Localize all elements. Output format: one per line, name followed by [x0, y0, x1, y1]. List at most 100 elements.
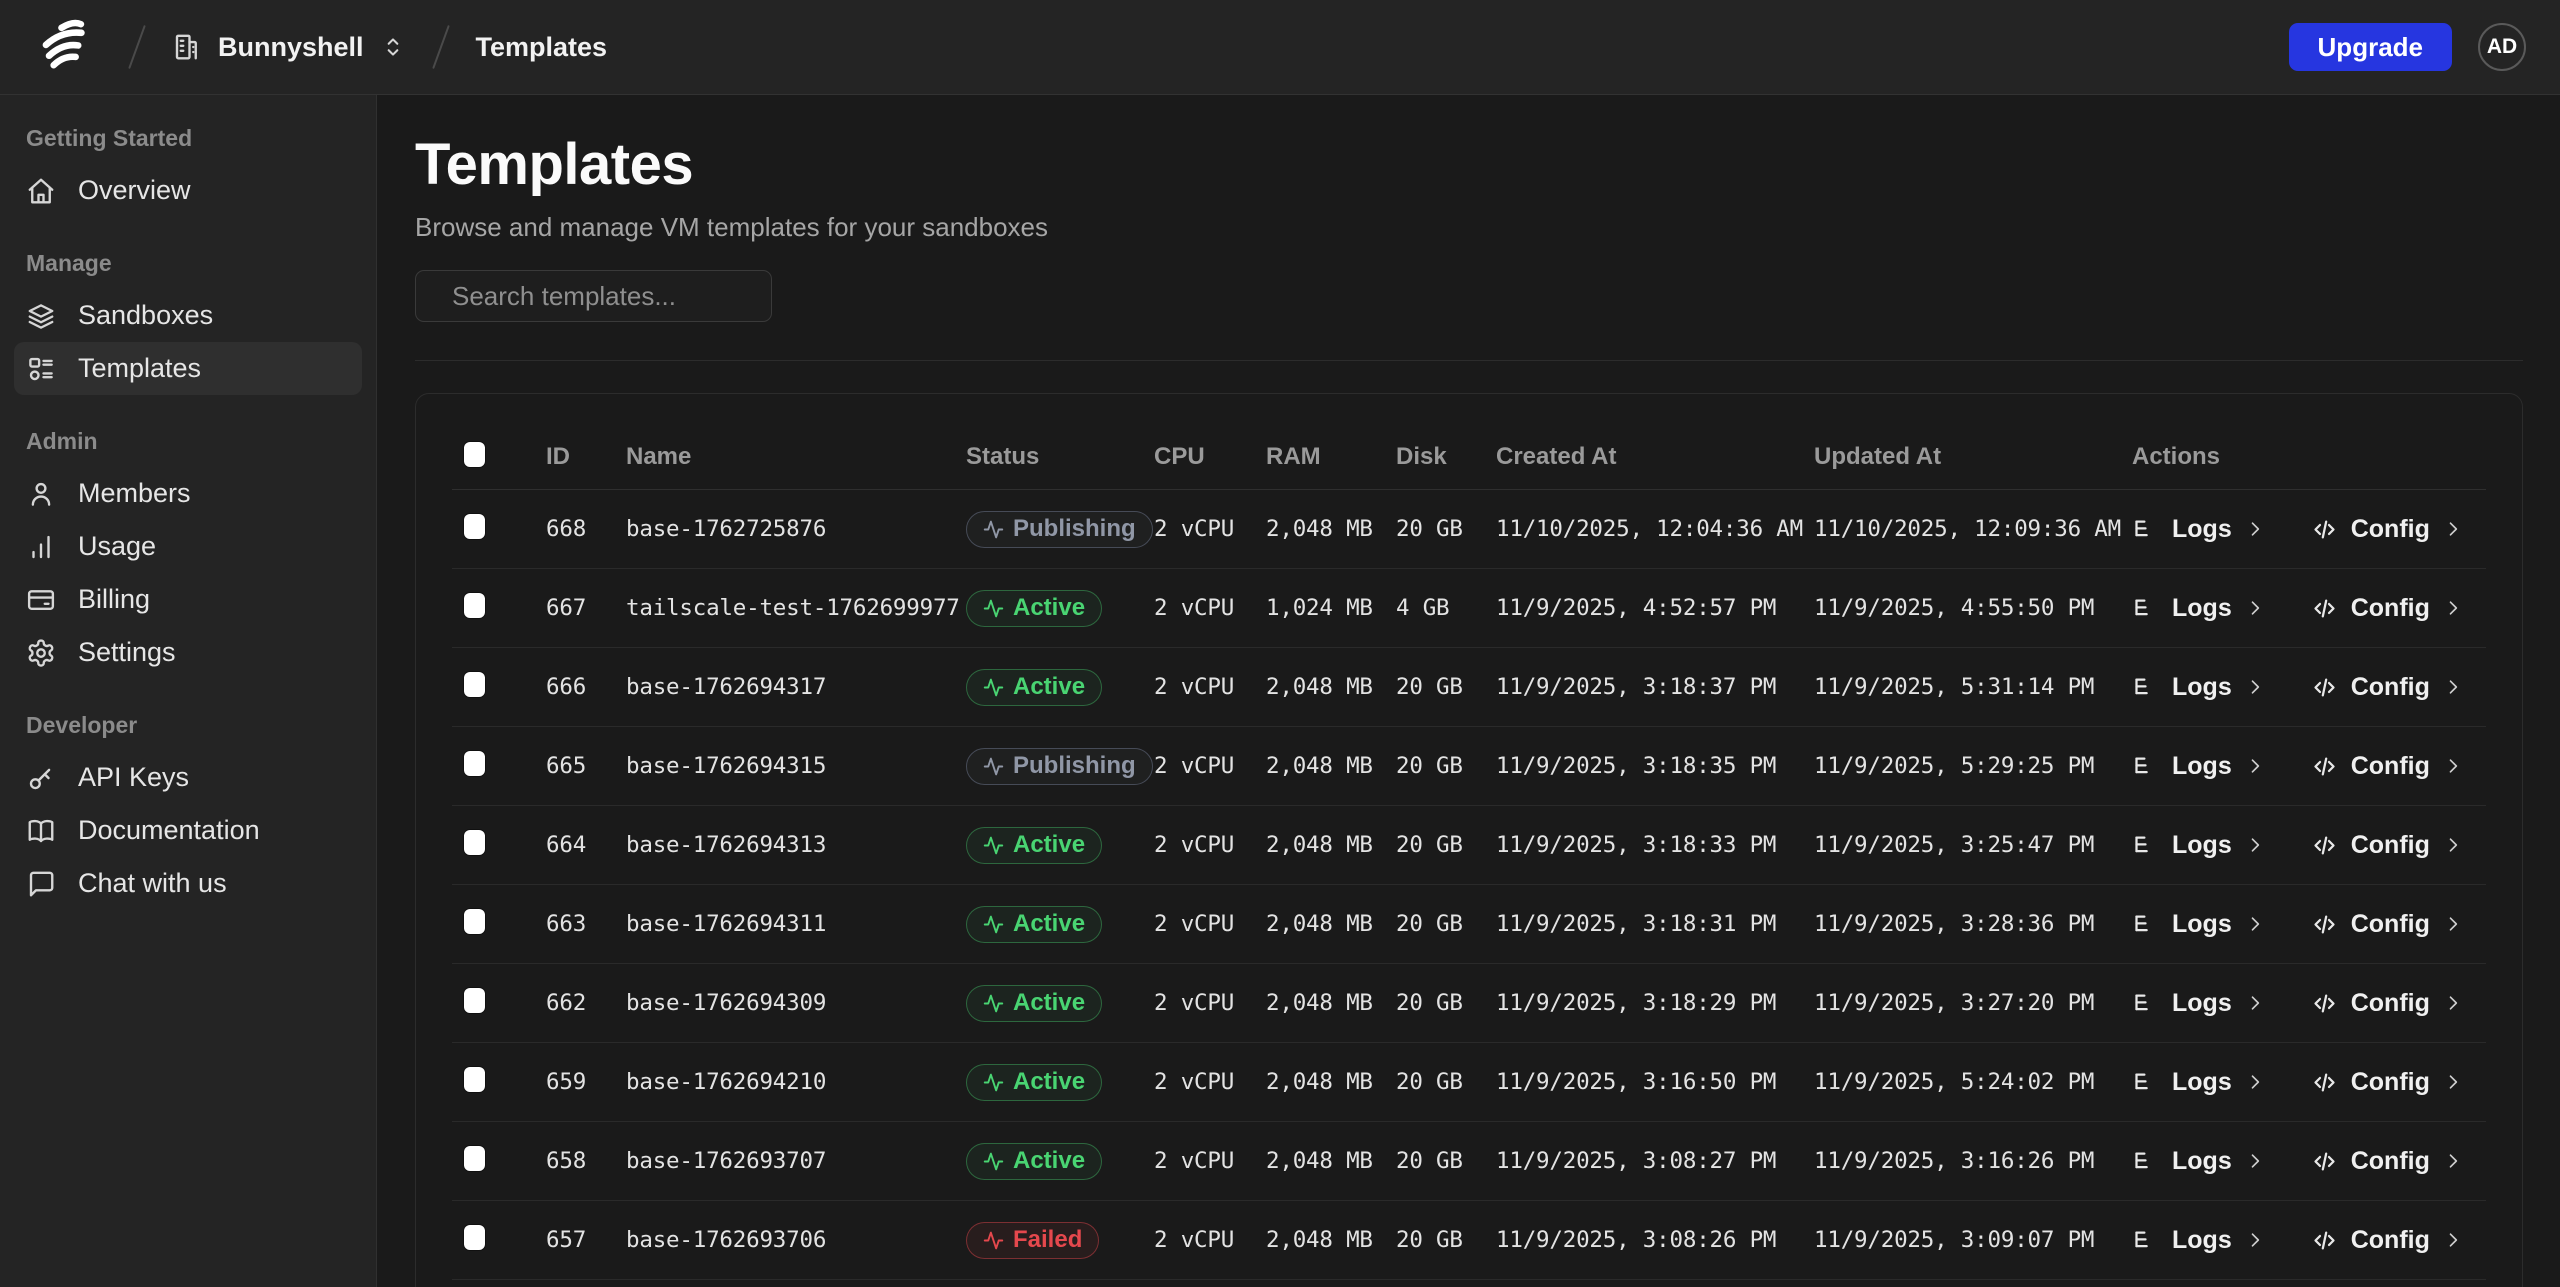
sidebar-item-chat[interactable]: Chat with us	[14, 857, 362, 910]
cpu-value: 2 vCPU	[1154, 595, 1266, 621]
sidebar-item-usage[interactable]: Usage	[14, 520, 362, 573]
ram-value: 1,024 MB	[1266, 595, 1396, 621]
logs-button[interactable]: Logs	[2132, 752, 2265, 781]
org-switcher[interactable]: Bunnyshell	[172, 32, 406, 63]
logs-button[interactable]: Logs	[2132, 515, 2265, 544]
chevron-right-icon	[2443, 756, 2463, 776]
config-button[interactable]: Config	[2311, 752, 2463, 781]
cpu-value: 2 vCPU	[1154, 832, 1266, 858]
template-name: tailscale-test-1762699977	[626, 595, 966, 621]
row-checkbox[interactable]	[464, 830, 485, 855]
row-checkbox[interactable]	[464, 1225, 485, 1250]
code-icon	[2311, 753, 2338, 780]
logs-button[interactable]: Logs	[2132, 989, 2265, 1018]
template-id: 664	[546, 832, 626, 858]
logs-button[interactable]: Logs	[2132, 831, 2265, 860]
row-checkbox[interactable]	[464, 514, 485, 539]
row-actions: Logs Config	[2132, 1147, 2486, 1176]
created-at: 11/9/2025, 3:18:33 PM	[1496, 832, 1814, 858]
ram-value: 2,048 MB	[1266, 1069, 1396, 1095]
logs-button[interactable]: Logs	[2132, 1226, 2265, 1255]
select-all-checkbox[interactable]	[464, 442, 485, 467]
logs-button[interactable]: Logs	[2132, 1068, 2265, 1097]
status-label: Active	[1013, 594, 1085, 622]
main-content: Templates Browse and manage VM templates…	[377, 95, 2560, 1287]
column-header-name: Name	[626, 443, 966, 471]
config-button-label: Config	[2351, 910, 2430, 939]
template-name: base-1762694317	[626, 674, 966, 700]
table-body: 668base-1762725876Publishing2 vCPU2,048 …	[452, 490, 2486, 1280]
row-checkbox[interactable]	[464, 909, 485, 934]
row-checkbox[interactable]	[464, 1146, 485, 1171]
sidebar-item-label: Sandboxes	[78, 300, 213, 331]
sidebar-item-documentation[interactable]: Documentation	[14, 804, 362, 857]
sidebar-item-billing[interactable]: Billing	[14, 573, 362, 626]
row-actions: Logs Config	[2132, 831, 2486, 860]
upgrade-button[interactable]: Upgrade	[2289, 23, 2452, 71]
sidebar-item-api-keys[interactable]: API Keys	[14, 751, 362, 804]
code-icon	[2311, 595, 2338, 622]
cpu-value: 2 vCPU	[1154, 911, 1266, 937]
layers-icon	[26, 301, 56, 331]
logs-button[interactable]: Logs	[2132, 910, 2265, 939]
row-checkbox[interactable]	[464, 1067, 485, 1092]
code-icon	[2311, 1069, 2338, 1096]
sidebar-item-label: Members	[78, 478, 191, 509]
chevron-right-icon	[2245, 519, 2265, 539]
code-icon	[2311, 1148, 2338, 1175]
row-checkbox[interactable]	[464, 593, 485, 618]
template-name: base-1762694313	[626, 832, 966, 858]
sidebar-item-members[interactable]: Members	[14, 467, 362, 520]
disk-value: 20 GB	[1396, 516, 1496, 542]
config-button-label: Config	[2351, 831, 2430, 860]
config-button[interactable]: Config	[2311, 831, 2463, 860]
config-button[interactable]: Config	[2311, 515, 2463, 544]
chevron-right-icon	[2245, 756, 2265, 776]
bunnyshell-logo[interactable]	[30, 14, 102, 80]
template-id: 667	[546, 595, 626, 621]
search-input[interactable]	[450, 280, 789, 313]
status-badge: Active	[966, 985, 1102, 1022]
activity-icon	[983, 598, 1004, 619]
config-button-label: Config	[2351, 594, 2430, 623]
row-checkbox[interactable]	[464, 672, 485, 697]
sidebar-item-sandboxes[interactable]: Sandboxes	[14, 289, 362, 342]
activity-icon	[983, 1072, 1004, 1093]
ram-value: 2,048 MB	[1266, 1227, 1396, 1253]
row-actions: Logs Config	[2132, 910, 2486, 939]
logs-button-label: Logs	[2172, 752, 2232, 781]
config-button[interactable]: Config	[2311, 910, 2463, 939]
table-row: 663base-1762694311Active2 vCPU2,048 MB20…	[452, 885, 2486, 964]
sidebar-item-templates[interactable]: Templates	[14, 342, 362, 395]
breadcrumb-separator	[128, 25, 146, 69]
disk-value: 20 GB	[1396, 1069, 1496, 1095]
section-label-developer: Developer	[14, 712, 362, 739]
avatar[interactable]: AD	[2478, 23, 2526, 71]
cpu-value: 2 vCPU	[1154, 1227, 1266, 1253]
sidebar-item-label: Overview	[78, 175, 191, 206]
config-button[interactable]: Config	[2311, 1147, 2463, 1176]
table-row: 667tailscale-test-1762699977 Active 2 vCPU…	[452, 569, 2486, 648]
row-checkbox[interactable]	[464, 988, 485, 1013]
config-button[interactable]: Config	[2311, 594, 2463, 623]
config-button[interactable]: Config	[2311, 673, 2463, 702]
row-checkbox[interactable]	[464, 751, 485, 776]
chevron-right-icon	[2443, 1072, 2463, 1092]
activity-icon	[983, 914, 1004, 935]
activity-icon	[983, 1151, 1004, 1172]
sidebar-item-overview[interactable]: Overview	[14, 164, 362, 217]
config-button[interactable]: Config	[2311, 989, 2463, 1018]
ram-value: 2,048 MB	[1266, 911, 1396, 937]
logs-button[interactable]: Logs	[2132, 594, 2265, 623]
logs-button[interactable]: Logs	[2132, 673, 2265, 702]
app-root: Bunnyshell Templates Upgrade AD Getting …	[0, 0, 2560, 1287]
sidebar-item-settings[interactable]: Settings	[14, 626, 362, 679]
topbar: Bunnyshell Templates Upgrade AD	[0, 0, 2560, 95]
column-header-created-at: Created At	[1496, 443, 1814, 471]
logs-button[interactable]: Logs	[2132, 1147, 2265, 1176]
search-box	[415, 270, 772, 322]
building-icon	[172, 32, 202, 62]
config-button[interactable]: Config	[2311, 1068, 2463, 1097]
updated-at: 11/9/2025, 5:29:25 PM	[1814, 753, 2132, 779]
config-button[interactable]: Config	[2311, 1226, 2463, 1255]
